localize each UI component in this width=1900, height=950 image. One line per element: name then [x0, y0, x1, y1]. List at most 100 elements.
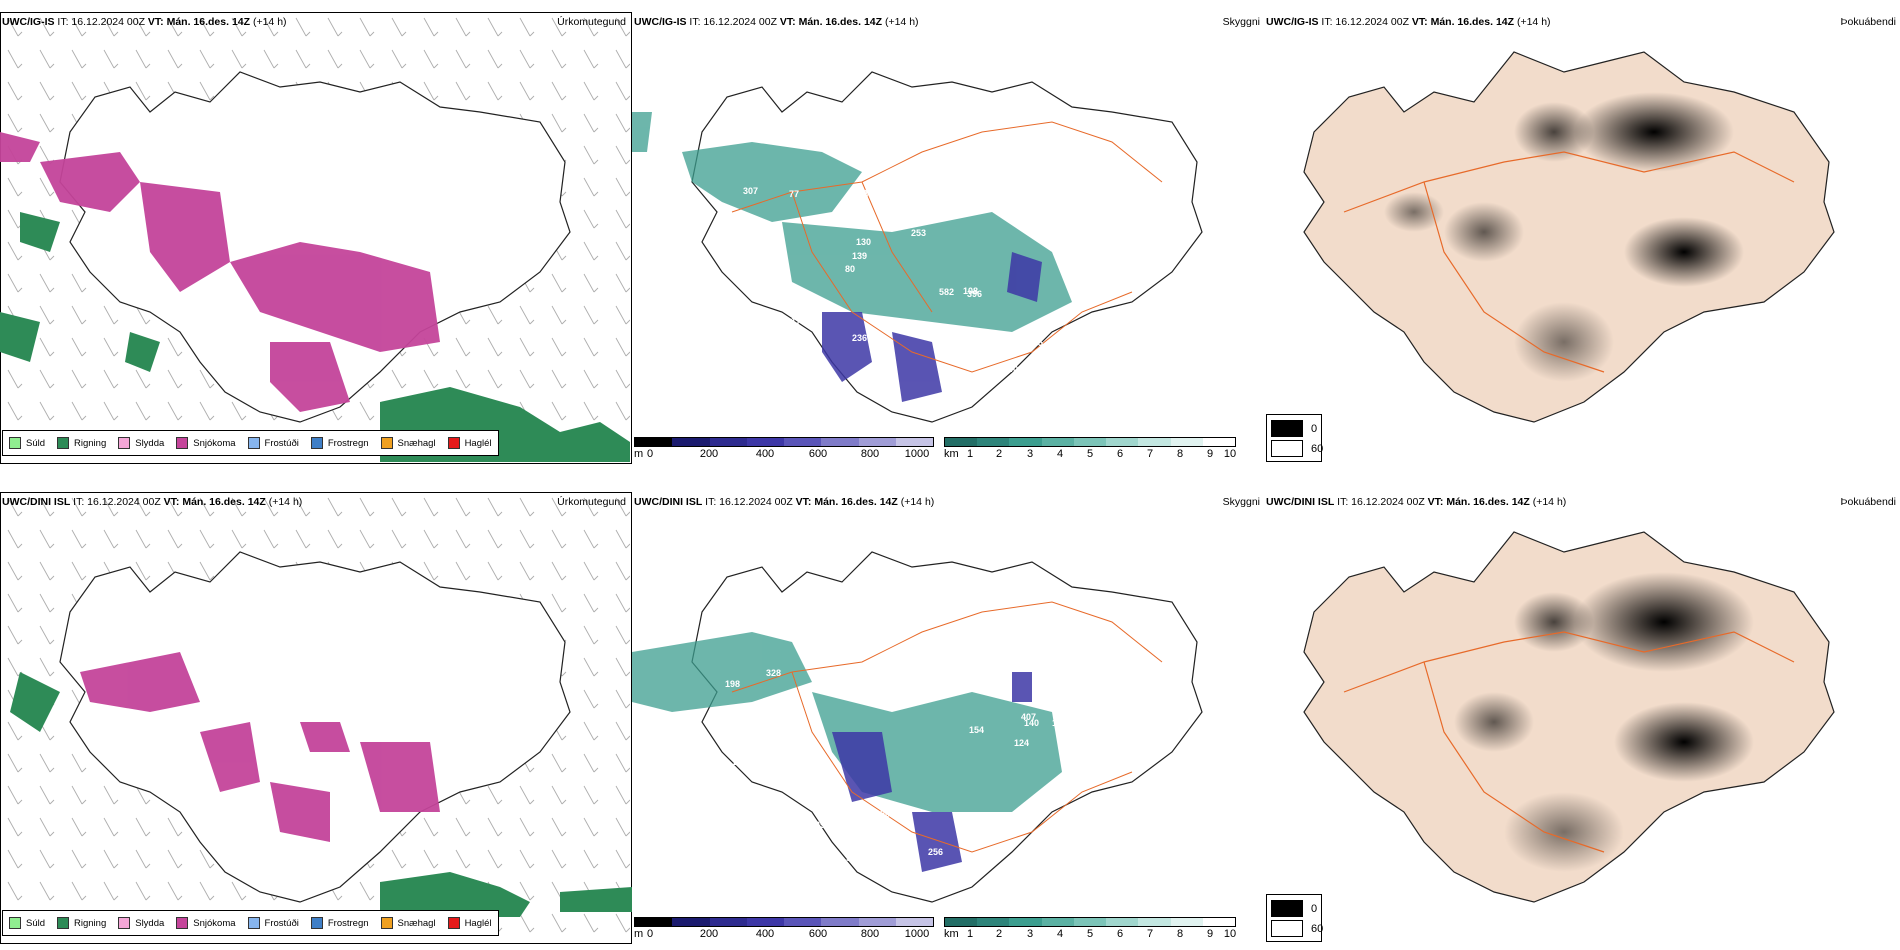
legend-item: Frostúði [247, 917, 299, 929]
vis-value-label: 139 [852, 251, 867, 261]
fog-legend-row: 0 [1271, 900, 1317, 917]
tick: 1 [966, 448, 974, 460]
vis-value-label: 164 [1046, 821, 1061, 831]
colorbar-ticks: km 1 2 3 4 5 6 7 8 9 10 [944, 927, 1236, 941]
lead-time: (+14 h) [884, 16, 919, 28]
vis-value-label: 117 [869, 813, 884, 823]
vis-value-label: 130 [856, 237, 871, 247]
fog-legend: 0 60 [1266, 414, 1323, 462]
tick: 400 [755, 928, 775, 940]
vis-value-label: 249 [749, 317, 764, 327]
legend-label: Rigning [74, 437, 107, 449]
unit: km [944, 448, 959, 460]
legend-label: Frostregn [327, 917, 369, 929]
legend-label: Frostúði [264, 917, 299, 929]
fog-map-bottom [1303, 531, 1835, 903]
field-name: Skyggni [1222, 496, 1260, 508]
swatch [247, 917, 260, 929]
low-vis-areas [632, 112, 1072, 332]
fog-legend: 0 60 [1266, 894, 1324, 942]
fog-panel-top: UWC/IG-IS IT: 16.12.2024 00Z VT: Mán. 16… [1264, 12, 1900, 464]
fog-areas [1384, 92, 1744, 382]
vis-value-label: 140 [1003, 364, 1018, 374]
colorbar-swatches [634, 437, 934, 447]
legend-item: Haglél [447, 917, 492, 929]
vis-value-label: 124 [1014, 738, 1029, 748]
tick: 3 [1026, 928, 1034, 940]
field-name: Úrkomutegund [557, 16, 626, 28]
tick: 1000 [904, 928, 930, 940]
legend-item: Slydda [118, 917, 164, 929]
tick: 4 [1056, 928, 1064, 940]
init-time: IT: 16.12.2024 00Z [705, 496, 793, 508]
swatch [57, 917, 70, 929]
vis-value-label: 86 [841, 843, 851, 853]
model-name: UWC/IG-IS [2, 16, 55, 28]
legend-item: Snæhagl [380, 917, 436, 929]
vis-panel-bottom: 975 265 164 739 397 260 407 391 331 701 182 198 124 9… [632, 492, 1264, 944]
swatch [57, 437, 70, 449]
model-name: UWC/DINI ISL [634, 496, 703, 508]
swatch [1271, 440, 1303, 457]
legend-item: Snjókoma [176, 917, 236, 929]
vis-value-label: 256 [928, 847, 943, 857]
field-name: Skyggni [1222, 16, 1260, 28]
fog-legend-row: 0 [1271, 420, 1317, 437]
legend-label: 60 [1311, 922, 1324, 935]
tick: 6 [1116, 448, 1124, 460]
precip-type-legend: Súld Rigning Slydda Snjókoma Frostúði Fr… [2, 910, 499, 936]
legend-label: 0 [1311, 902, 1318, 915]
legend-item: Súld [9, 437, 45, 449]
rain-areas [10, 672, 632, 917]
legend-label: Frostregn [327, 437, 369, 449]
terrain-colorbar: m 0 200 400 600 800 1000 [634, 437, 934, 461]
legend-item: Snjókoma [176, 437, 236, 449]
vis-value-label: 358 [1038, 210, 1053, 220]
vis-value-label: 265 [1050, 697, 1065, 707]
roads [1343, 151, 1795, 373]
legend-label: Snjókoma [193, 437, 236, 449]
init-time: IT: 16.12.2024 00Z [1321, 16, 1409, 28]
legend-label: Snjókoma [193, 917, 236, 929]
swatch [176, 437, 189, 449]
terrain-mask [822, 252, 1042, 402]
swatch [380, 437, 393, 449]
roads [731, 121, 1163, 373]
tick: 200 [699, 448, 719, 460]
valid-time: VT: Mán. 16.des. 14Z [795, 496, 898, 508]
vis-value-label: 331 [1035, 649, 1050, 659]
vis-value-label: 290 [863, 189, 878, 199]
swatch [9, 437, 21, 449]
legend-label: Haglél [464, 917, 492, 929]
swatch [447, 437, 460, 449]
vis-value-label: 234 [755, 369, 770, 379]
unit: km [944, 928, 959, 940]
vis-value-label: 739 [899, 696, 914, 706]
map-header: UWC/IG-IS IT: 16.12.2024 00Z VT: Mán. 16… [1266, 16, 1551, 28]
vis-value-label: 407 [1021, 712, 1036, 722]
field-name: Þokuábendi [1840, 16, 1896, 28]
init-time: IT: 16.12.2024 00Z [57, 16, 145, 28]
vis-value-label: 297 [821, 216, 836, 226]
tick: 600 [808, 448, 828, 460]
field-name: Þokuábendi [1840, 496, 1896, 508]
colorbar-ticks: m 0 200 400 600 800 1000 [634, 927, 934, 941]
vis-value-label: 336 [854, 188, 869, 198]
colorbar-swatches [634, 917, 934, 927]
model-name: UWC/IG-IS [634, 16, 687, 28]
tick: 1 [966, 928, 974, 940]
legend-label: Snæhagl [397, 437, 436, 449]
valid-time: VT: Mán. 16.des. 14Z [147, 16, 251, 28]
vis-value-label: 882 [1038, 177, 1053, 187]
vis-value-label: 253 [911, 228, 926, 238]
vis-value-label: 931 [737, 239, 752, 249]
init-time: IT: 16.12.2024 00Z [73, 496, 161, 508]
fog-panel-bottom: UWC/DINI ISL IT: 16.12.2024 00Z VT: Mán.… [1264, 492, 1900, 944]
tick: 6 [1116, 928, 1124, 940]
tick: 10 [1223, 448, 1237, 460]
valid-time: VT: Mán. 16.des. 14Z [779, 16, 883, 28]
fog-map-top [1303, 51, 1835, 423]
vis-value-label: 391 [815, 820, 830, 830]
init-time: IT: 16.12.2024 00Z [689, 16, 777, 28]
tick: 0 [646, 448, 654, 460]
